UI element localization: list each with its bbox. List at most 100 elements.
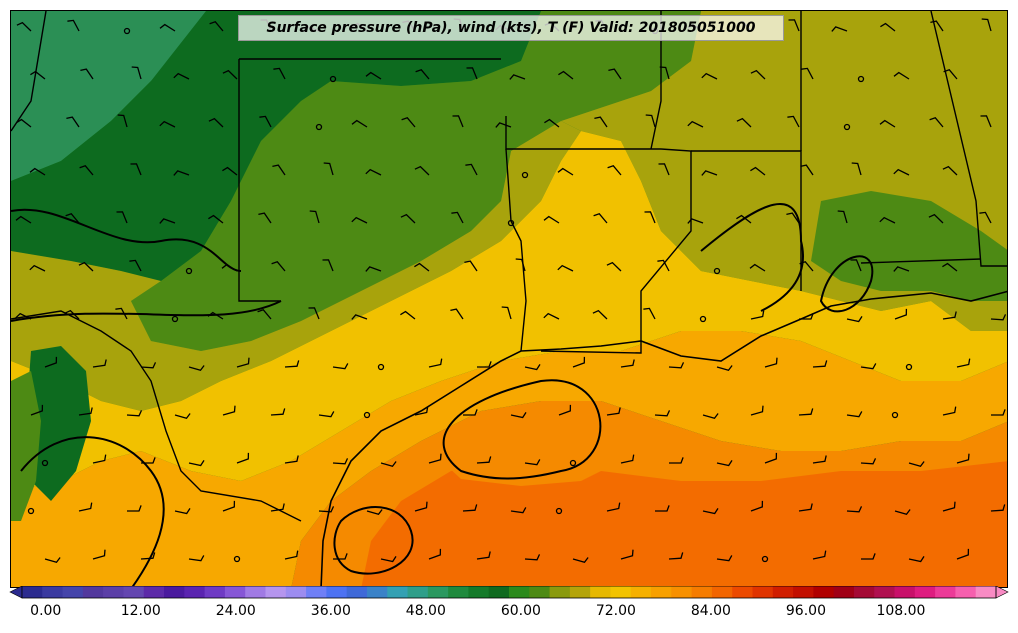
colorbar-swatch: [164, 586, 185, 598]
wind-barb: [15, 215, 32, 224]
wind-barb: [620, 549, 634, 560]
wind-barb: [558, 404, 572, 416]
wind-barb: [351, 314, 368, 320]
wind-barb: [942, 262, 958, 272]
colorbar-swatch: [22, 586, 43, 598]
wind-barb: [16, 21, 32, 32]
colorbar-swatch: [529, 586, 551, 598]
calm-wind-marker: [171, 315, 179, 323]
wind-barb: [981, 18, 992, 32]
wind-barb: [333, 553, 348, 560]
wind-barb: [606, 261, 622, 272]
wind-barb: [127, 505, 142, 512]
wind-barb: [29, 167, 46, 176]
wind-barb: [44, 557, 61, 564]
wind-barb: [465, 163, 478, 176]
map-title: Surface pressure (hPa), wind (kts), T (F…: [238, 15, 784, 41]
colorbar-swatch: [245, 586, 266, 598]
wind-barb: [668, 362, 685, 369]
wind-barb: [400, 213, 416, 224]
wind-barb: [322, 259, 334, 272]
colorbar-outline: [21, 586, 997, 599]
calm-wind-marker: [521, 171, 529, 179]
calm-wind-marker: [843, 123, 851, 131]
wind-barb: [990, 504, 1006, 512]
colorbar-swatch: [569, 586, 591, 598]
wind-barb: [657, 259, 670, 272]
wind-barb: [318, 506, 335, 513]
wind-barb: [592, 309, 608, 320]
colorbar-tick-label: 60.00: [500, 603, 541, 619]
calm-wind-marker: [377, 363, 385, 371]
wind-barb: [92, 359, 107, 368]
wind-barb: [188, 460, 205, 467]
colorbar-swatch: [772, 586, 794, 598]
wind-barb: [930, 20, 944, 32]
colorbar-swatch: [42, 586, 64, 598]
colorbar-tick-label: 12.00: [120, 603, 161, 619]
calm-wind-marker: [185, 267, 193, 275]
colorbar-swatch: [711, 586, 733, 598]
wind-barb: [92, 454, 107, 464]
wind-barb: [799, 261, 814, 272]
wind-barb: [942, 165, 958, 176]
calm-wind-marker: [699, 315, 707, 323]
wind-barb: [837, 210, 848, 224]
colorbar-swatch: [366, 586, 388, 598]
wind-barb: [645, 114, 656, 128]
calm-wind-marker: [507, 219, 515, 227]
colorbar-swatch: [671, 586, 693, 598]
wind-barb: [788, 19, 800, 32]
wind-barb: [188, 555, 205, 562]
wind-barb: [174, 413, 191, 420]
calm-wind-marker: [363, 411, 371, 419]
wind-barb: [800, 164, 814, 176]
calm-wind-marker: [857, 75, 865, 83]
wind-barb: [414, 501, 428, 512]
wind-barb: [687, 120, 704, 128]
colorbar-swatch: [326, 586, 348, 598]
wind-barb: [943, 69, 958, 80]
wind-barb: [736, 214, 752, 224]
wind-barb: [66, 116, 80, 128]
wind-barb: [942, 311, 957, 320]
wind-barb: [764, 357, 778, 368]
wind-barb: [990, 314, 1007, 321]
wind-barb: [750, 500, 764, 512]
wind-barb: [929, 117, 944, 128]
wind-barb: [524, 364, 541, 371]
colorbar-tick-label: 48.00: [405, 603, 446, 619]
wind-barb: [701, 170, 718, 176]
wind-barb: [979, 211, 992, 224]
wind-barb: [401, 117, 416, 128]
colorbar-swatch: [265, 586, 287, 598]
wind-barb: [594, 116, 608, 128]
wind-barb: [572, 356, 586, 368]
wind-barb: [92, 549, 106, 560]
wind-barb: [644, 211, 656, 224]
wind-barb: [956, 453, 970, 464]
colorbar-swatch: [62, 586, 84, 598]
wind-barb: [140, 552, 156, 560]
temp-band-63-east: [811, 191, 1007, 301]
wind-barb: [787, 115, 800, 128]
wind-barb: [716, 365, 733, 372]
wind-barb: [908, 556, 925, 563]
wind-barb: [736, 117, 752, 128]
wind-barb: [510, 412, 527, 419]
wind-barb: [129, 259, 142, 272]
wind-barb: [956, 548, 970, 560]
wind-barb: [476, 456, 492, 464]
colorbar-swatch: [224, 586, 246, 598]
wind-barb: [801, 67, 814, 80]
wind-barb: [750, 166, 766, 176]
colorbar-swatch: [813, 586, 835, 598]
map-area: [10, 10, 1008, 588]
wind-barb: [558, 70, 574, 80]
wind-barb: [544, 118, 560, 128]
wind-barb: [659, 66, 670, 80]
colorbar-tick-label: 108.00: [876, 603, 926, 619]
wind-barb: [593, 213, 608, 224]
wind-barb: [130, 163, 142, 176]
colorbar-swatch: [955, 586, 977, 598]
